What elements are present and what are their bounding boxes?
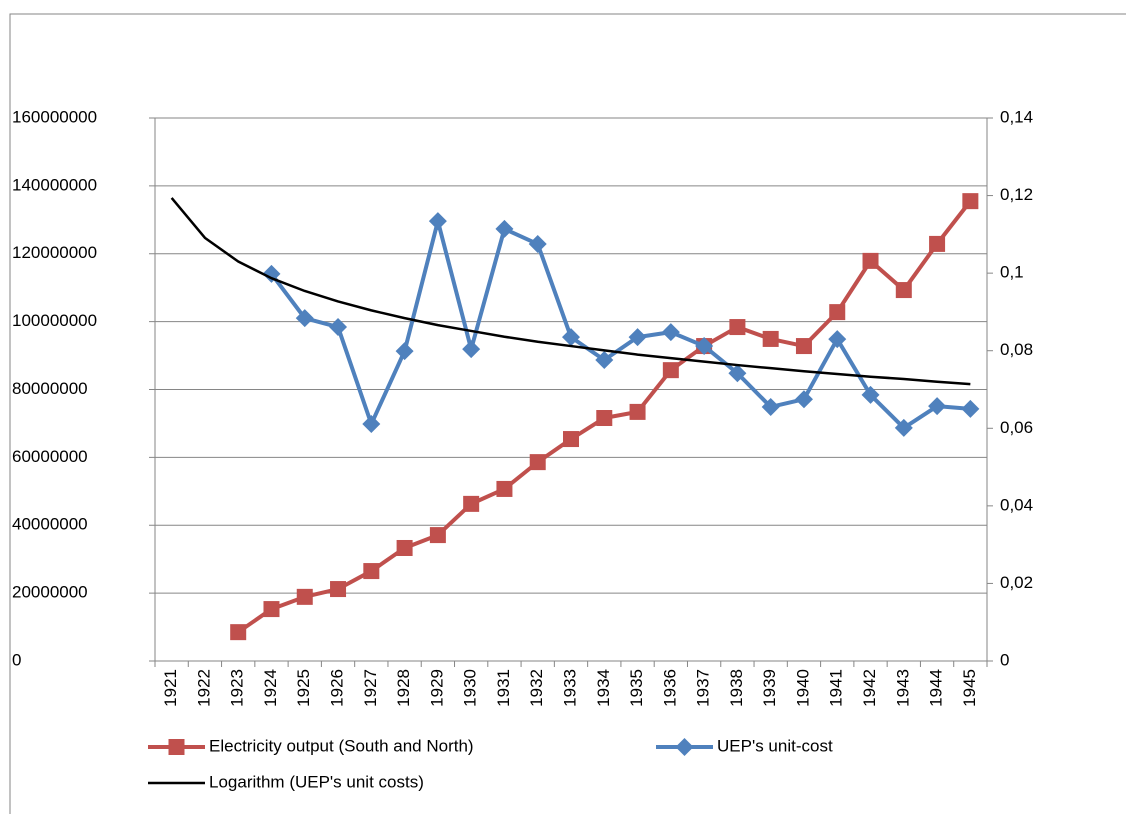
data-marker: [928, 397, 947, 416]
y-tick-label: 20000000: [12, 583, 88, 602]
data-marker: [961, 399, 980, 418]
x-tick-label: 1943: [893, 669, 912, 707]
x-tick-label: 1925: [294, 669, 313, 707]
data-marker: [463, 495, 480, 512]
data-marker: [629, 403, 646, 420]
y2-tick-label: 0: [1000, 650, 1009, 669]
legend-label: Logarithm (UEP's unit costs): [209, 772, 424, 791]
data-marker: [563, 431, 579, 448]
series-line: [269, 219, 971, 430]
x-tick-label: 1940: [793, 669, 812, 707]
data-marker: [263, 601, 280, 618]
x-tick-label: 1931: [494, 669, 513, 707]
y-tick-label: 60000000: [12, 447, 88, 466]
data-marker: [662, 362, 679, 379]
x-tick-label: 1939: [760, 669, 779, 707]
data-marker: [429, 527, 446, 544]
data-marker: [861, 385, 880, 404]
data-marker: [794, 390, 813, 409]
y2-tick-label: 0,04: [1000, 495, 1033, 514]
data-marker: [595, 351, 614, 370]
data-marker: [895, 282, 912, 299]
chart-frame: [9, 13, 1126, 814]
data-marker: [396, 539, 413, 556]
data-marker: [596, 410, 613, 427]
y-tick-label: 100000000: [12, 311, 97, 330]
data-marker: [628, 328, 647, 347]
x-tick-label: 1927: [361, 669, 380, 707]
y2-tick-label: 0,12: [1000, 185, 1033, 204]
y2-tick-label: 0,08: [1000, 340, 1033, 359]
data-marker: [862, 252, 879, 269]
x-tick-label: 1933: [560, 669, 579, 707]
data-marker: [362, 415, 381, 434]
x-tick-label: 1936: [660, 669, 679, 707]
data-marker: [462, 340, 481, 359]
x-tick-label: 1937: [694, 669, 713, 707]
x-tick-label: 1928: [394, 669, 413, 707]
data-marker: [762, 330, 779, 347]
x-tick-label: 1938: [727, 669, 746, 707]
legend-label: Electricity output (South and North): [209, 736, 474, 755]
data-marker: [262, 264, 281, 283]
y2-tick-label: 0,1: [1000, 263, 1024, 282]
legend-label: UEP's unit-cost: [717, 736, 833, 755]
series-line: [170, 197, 971, 386]
data-marker: [428, 212, 447, 231]
data-marker: [929, 235, 946, 252]
data-marker: [529, 454, 546, 471]
data-marker: [495, 219, 514, 238]
data-marker: [296, 588, 313, 605]
data-marker: [363, 563, 380, 580]
x-tick-label: 1942: [860, 669, 879, 707]
x-tick-label: 1924: [261, 669, 280, 707]
data-marker: [829, 304, 846, 321]
y-tick-label: 0: [12, 650, 21, 669]
x-tick-label: 1932: [527, 669, 546, 707]
data-marker: [962, 193, 979, 210]
x-tick-label: 1941: [827, 669, 846, 707]
data-marker: [496, 480, 513, 497]
data-marker: [230, 624, 247, 641]
x-tick-label: 1921: [161, 669, 180, 707]
x-tick-label: 1935: [627, 669, 646, 707]
x-tick-label: 1926: [328, 669, 347, 707]
y-tick-label: 40000000: [12, 515, 88, 534]
data-marker: [728, 364, 747, 383]
legend-marker: [168, 739, 185, 755]
y-tick-label: 160000000: [12, 107, 97, 126]
data-marker: [295, 309, 314, 328]
x-tick-label: 1944: [927, 669, 946, 707]
data-marker: [395, 342, 414, 361]
data-marker: [562, 328, 580, 347]
legend-marker: [675, 738, 694, 756]
x-tick-label: 1923: [228, 669, 247, 707]
y-tick-label: 80000000: [12, 379, 88, 398]
x-tick-label: 1929: [427, 669, 446, 707]
y2-tick-label: 0,14: [1000, 107, 1033, 126]
data-marker: [330, 581, 347, 598]
x-tick-label: 1922: [194, 669, 213, 707]
data-marker: [894, 418, 913, 437]
data-marker: [528, 235, 547, 254]
x-tick-label: 1930: [461, 669, 480, 707]
data-marker: [329, 318, 348, 337]
x-tick-label: 1945: [960, 669, 979, 707]
y2-tick-label: 0,06: [1000, 418, 1033, 437]
x-tick-label: 1934: [594, 669, 613, 707]
y-tick-label: 140000000: [12, 175, 97, 194]
data-marker: [729, 319, 746, 336]
y-tick-label: 120000000: [12, 243, 97, 262]
data-marker: [828, 330, 847, 349]
data-marker: [761, 397, 780, 416]
data-marker: [695, 337, 714, 356]
data-marker: [661, 323, 680, 342]
y2-tick-label: 0,02: [1000, 573, 1033, 592]
data-marker: [795, 338, 812, 355]
